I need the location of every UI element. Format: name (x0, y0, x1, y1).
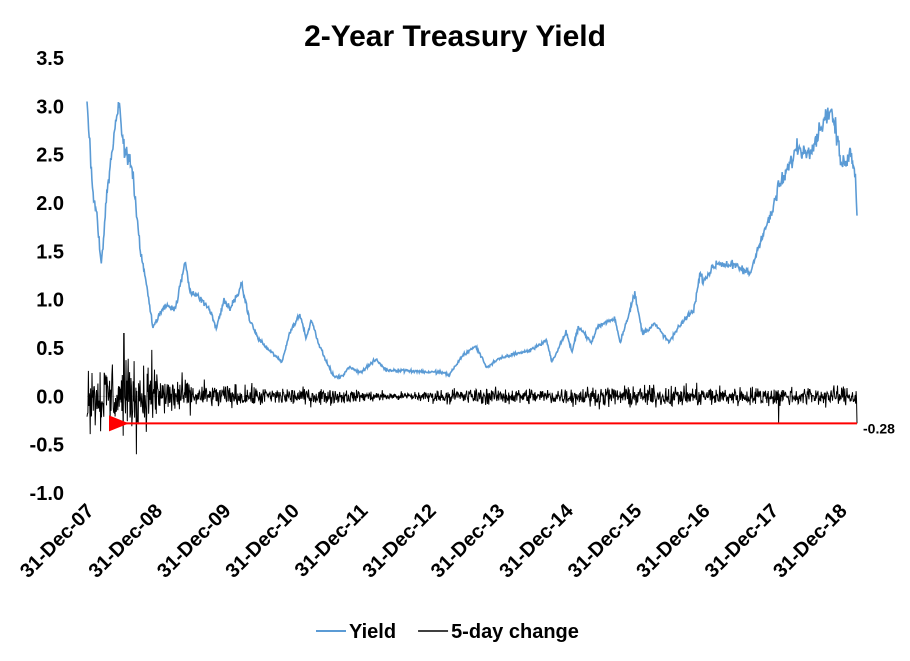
x-tick-label: 31-Dec-09 (153, 500, 235, 582)
y-tick-label: 1.5 (36, 241, 64, 263)
x-tick-label: 31-Dec-08 (85, 500, 167, 582)
y-tick-label: 0.0 (36, 386, 64, 408)
x-tick-label: 31-Dec-16 (632, 500, 714, 582)
y-axis: 3.5 3.0 2.5 2.0 1.5 1.0 0.5 0.0 -0.5 -1.0 (30, 48, 64, 505)
y-tick-label: 0.5 (36, 338, 64, 360)
x-tick-label: 31-Dec-12 (358, 500, 440, 582)
y-tick-label: 2.5 (36, 145, 64, 167)
y-tick-label: 2.0 (36, 193, 64, 215)
legend: Yield 5-day change (316, 621, 579, 643)
x-tick-label: 31-Dec-18 (769, 500, 851, 582)
y-tick-label: 1.0 (36, 290, 64, 312)
plot-area (86, 101, 858, 455)
y-tick-label: 3.0 (36, 96, 64, 118)
five-day-change-line (86, 333, 858, 455)
legend-label: 5-day change (451, 621, 579, 643)
x-tick-label: 31-Dec-07 (16, 500, 98, 582)
y-tick-label: -0.5 (30, 435, 64, 457)
yield-line (86, 101, 858, 380)
y-tick-label: -1.0 (30, 483, 64, 505)
x-tick-label: 31-Dec-13 (427, 500, 509, 582)
x-tick-label: 31-Dec-15 (564, 500, 646, 582)
x-tick-label: 31-Dec-17 (701, 500, 783, 582)
annotation-label: -0.28 (863, 420, 895, 436)
x-tick-label: 31-Dec-10 (222, 500, 304, 582)
chart-title: 2-Year Treasury Yield (304, 20, 606, 53)
legend-label: Yield (349, 621, 396, 643)
y-tick-label: 3.5 (36, 48, 64, 70)
annotation-layer: -0.28 (109, 415, 895, 436)
